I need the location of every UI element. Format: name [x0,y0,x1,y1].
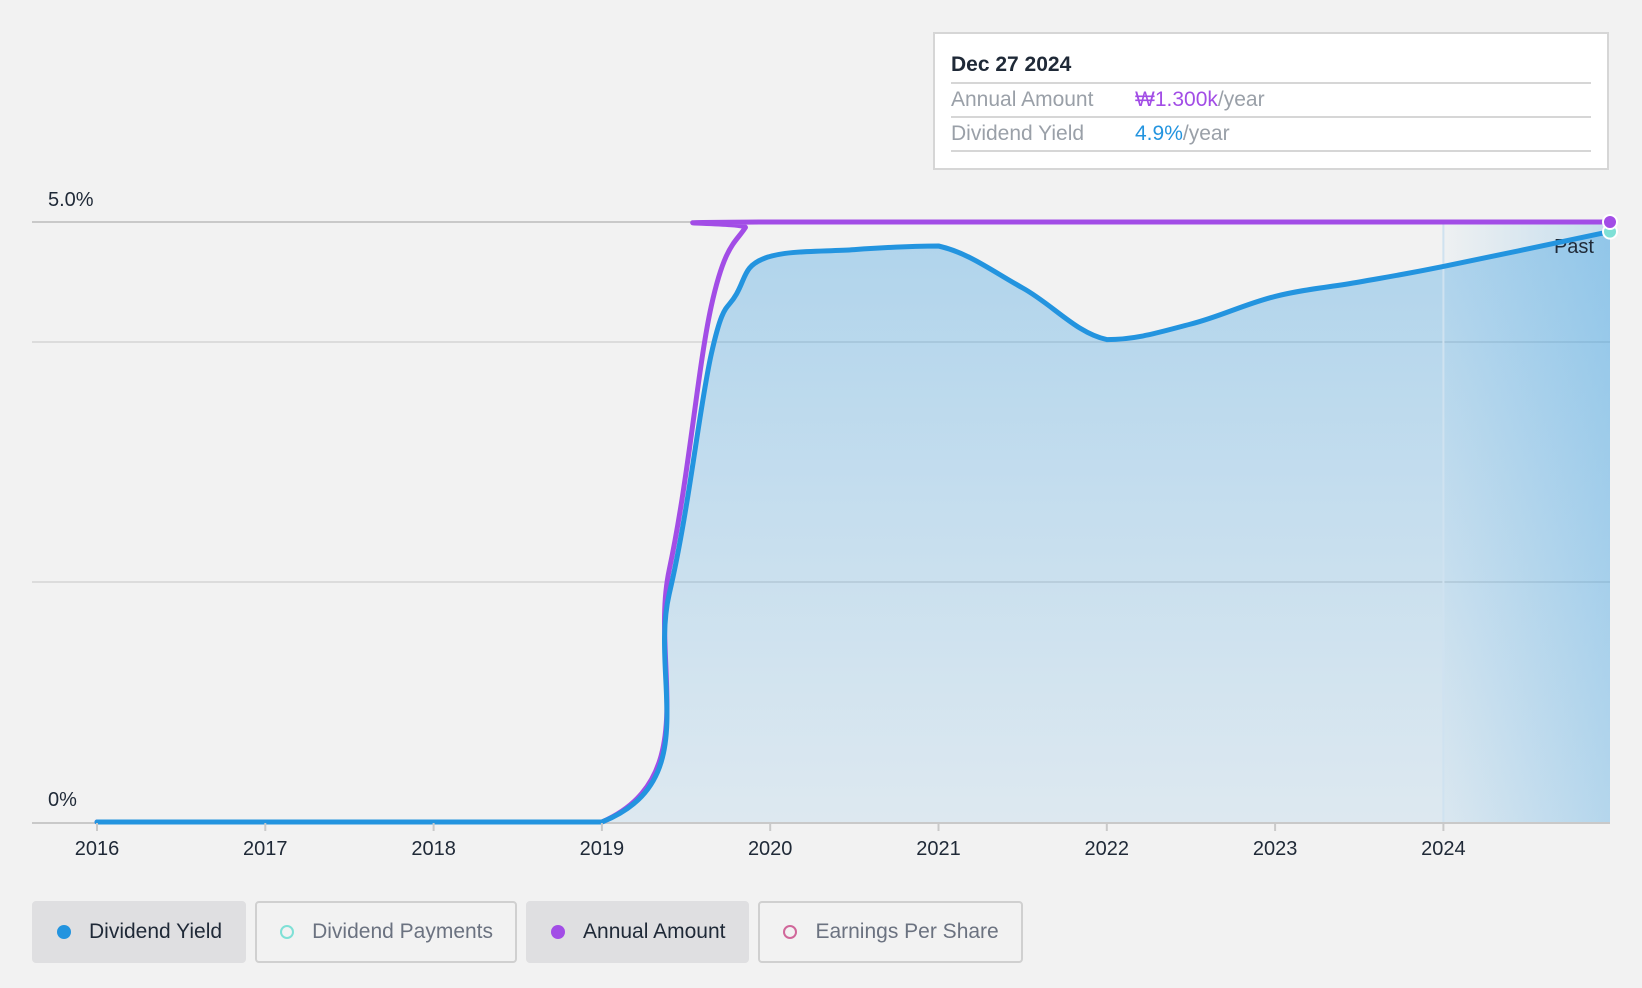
y-tick-label: 0% [48,789,77,811]
tooltip-label: Annual Amount [951,88,1094,111]
x-tick-label: 2022 [1085,838,1130,860]
legend-dividend-yield-button[interactable]: Dividend Yield [32,901,247,963]
x-tick-label: 2021 [916,838,961,860]
x-tick-label: 2017 [243,838,288,860]
x-tick-label: 2019 [580,838,625,860]
legend-dot-icon [280,925,295,939]
tooltip-unit: /year [1217,88,1265,111]
legend-dot-icon [57,925,71,939]
x-tick-label: 2020 [748,838,793,860]
dividend-yield-line [94,229,1613,825]
tooltip-panel: Dec 27 2024 Annual Amount ₩1.300k /year … [933,32,1609,170]
legend-annual-amount-button[interactable]: Annual Amount [526,901,750,963]
x-tick-label: 2018 [411,838,456,860]
past-region [1443,222,1610,822]
legend-dividend-payments-button[interactable]: Dividend Payments [255,901,518,963]
legend-label: Annual Amount [583,920,726,943]
legend-label: Earnings Per Share [815,920,999,943]
tooltip-label: Dividend Yield [951,122,1085,145]
x-tick-label: 2016 [75,838,120,860]
legend-dot-icon [783,925,798,939]
tooltip-value: ₩1.300k [1135,88,1218,111]
y-tick-label: 5.0% [48,189,94,211]
dividend-yield-area [97,231,1610,823]
annual-amount-marker [1602,214,1618,230]
tooltip-unit: /year [1182,122,1230,145]
legend-dot-icon [551,925,566,939]
x-tick-label: 2024 [1421,838,1466,860]
legend: Dividend Yield Dividend Payments Annual … [32,901,1023,963]
legend-label: Dividend Payments [312,920,494,943]
tooltip-row-annual-amount: Annual Amount ₩1.300k /year [951,84,1591,118]
x-tick-label: 2023 [1253,838,1298,860]
tooltip-row-dividend-yield: Dividend Yield 4.9% /year [951,118,1591,152]
tooltip-date: Dec 27 2024 [951,48,1591,84]
legend-label: Dividend Yield [89,920,223,943]
tooltip-value: 4.9% [1135,122,1183,145]
legend-earnings-per-share-button[interactable]: Earnings Per Share [758,901,1023,963]
